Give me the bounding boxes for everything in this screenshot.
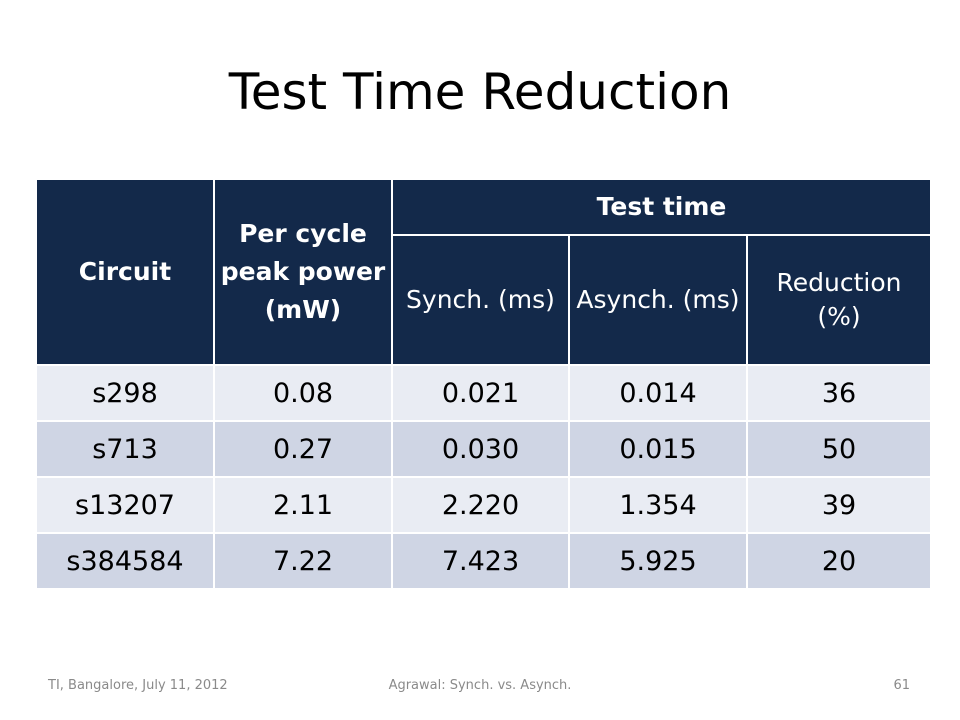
cell-synch: 0.021 [391, 364, 570, 422]
cell-synch: 7.423 [391, 532, 570, 590]
cell-power: 0.27 [213, 420, 393, 478]
cell-circuit: s384584 [35, 532, 215, 590]
footer-page-number: 61 [893, 678, 910, 693]
results-table-container: Circuit Per cycle peak power (mW) Test t… [35, 178, 933, 590]
cell-reduction: 36 [745, 364, 933, 422]
cell-circuit: s713 [35, 420, 215, 478]
cell-power: 2.11 [213, 476, 393, 534]
header-circuit: Circuit [35, 178, 215, 366]
table-row: s13207 2.11 2.220 1.354 39 [35, 476, 933, 534]
cell-power: 7.22 [213, 532, 393, 590]
header-test-time: Test time [390, 178, 933, 236]
header-peak-power: Per cycle peak power (mW) [213, 178, 393, 366]
table-row: s384584 7.22 7.423 5.925 20 [35, 532, 933, 590]
cell-power: 0.08 [213, 364, 393, 422]
cell-circuit: s298 [35, 364, 215, 422]
header-asynch: Asynch. (ms) [568, 234, 748, 366]
table-row: s298 0.08 0.021 0.014 36 [35, 364, 933, 422]
footer-author-topic: Agrawal: Synch. vs. Asynch. [388, 678, 572, 693]
cell-synch: 0.030 [391, 420, 570, 478]
cell-reduction: 39 [745, 476, 933, 534]
cell-reduction: 20 [745, 532, 933, 590]
test-time-table: Circuit Per cycle peak power (mW) Test t… [35, 178, 933, 590]
cell-circuit: s13207 [35, 476, 215, 534]
footer-venue-date: TI, Bangalore, July 11, 2012 [48, 678, 228, 693]
cell-asynch: 0.014 [568, 364, 748, 422]
cell-reduction: 50 [745, 420, 933, 478]
cell-asynch: 0.015 [568, 420, 748, 478]
header-reduction: Reduction (%) [745, 234, 933, 366]
table-row: s713 0.27 0.030 0.015 50 [35, 420, 933, 478]
cell-asynch: 5.925 [568, 532, 748, 590]
cell-synch: 2.220 [391, 476, 570, 534]
header-synch: Synch. (ms) [391, 234, 570, 366]
cell-asynch: 1.354 [568, 476, 748, 534]
slide-title: Test Time Reduction [228, 63, 732, 121]
